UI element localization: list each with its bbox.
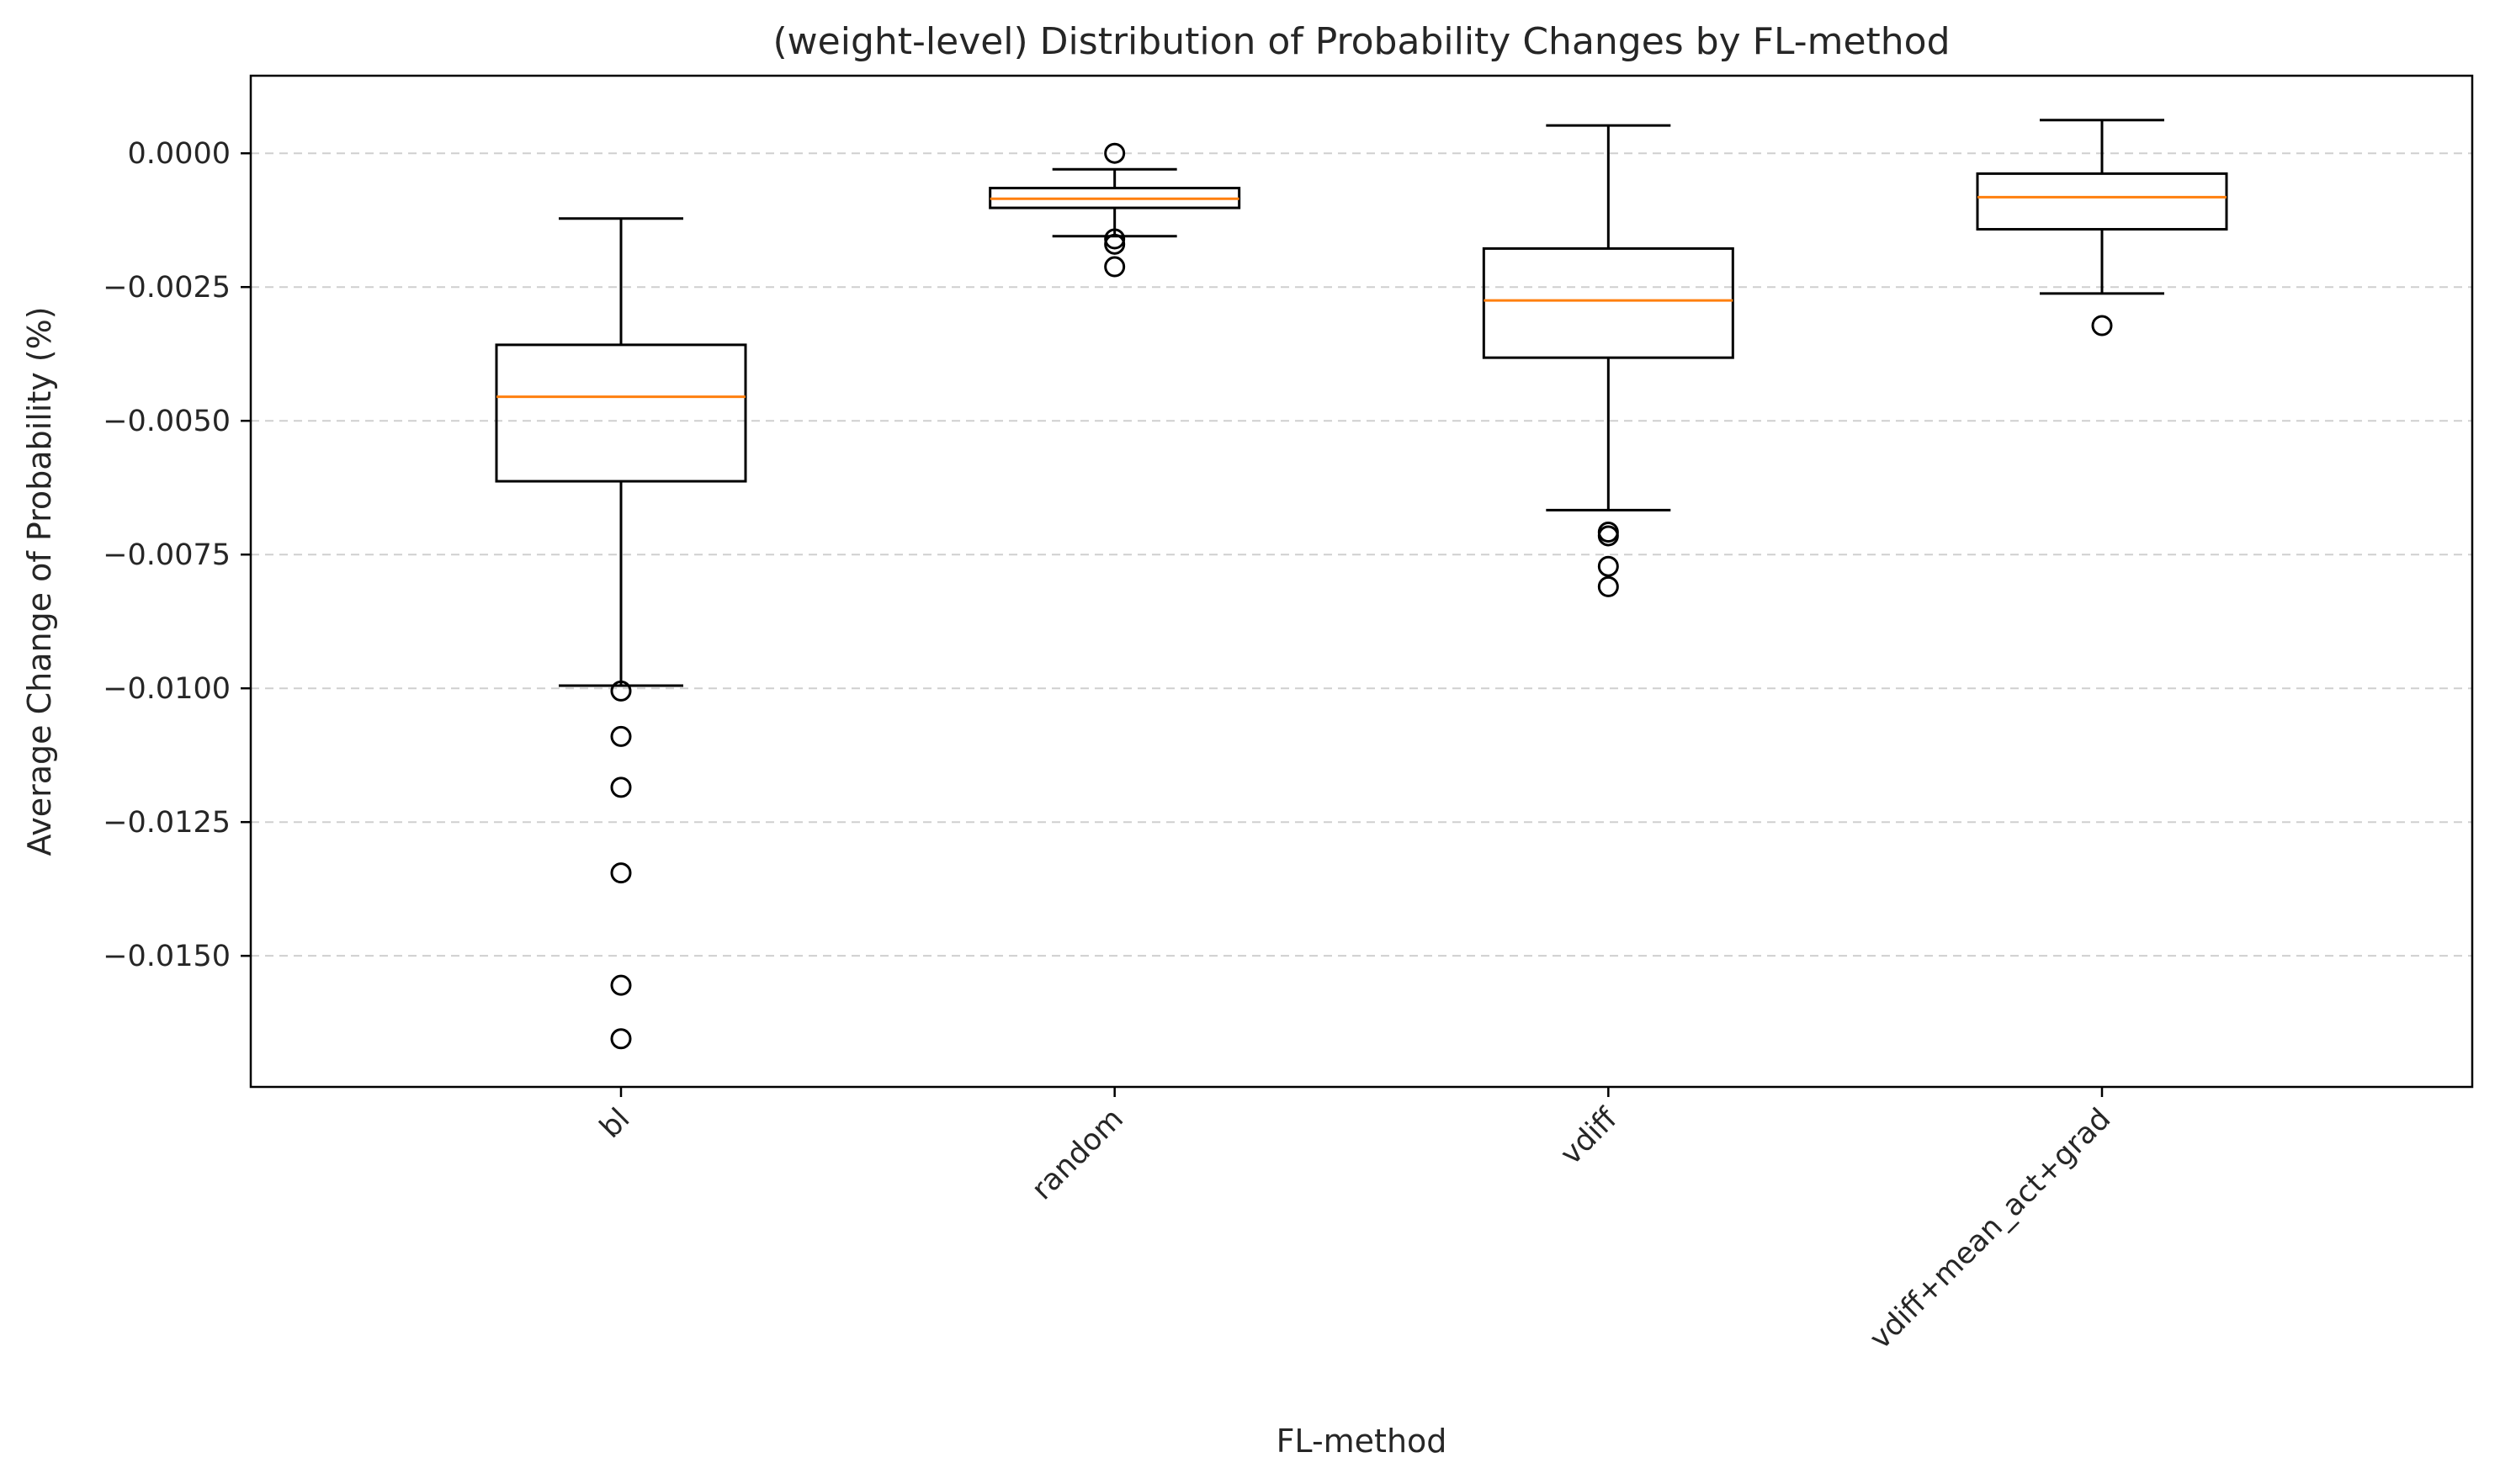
outlier-point [1104, 228, 1126, 250]
outlier-point [1104, 233, 1126, 255]
y-tick-label: −0.0075 [103, 538, 231, 572]
iqr-box [495, 343, 747, 483]
outlier-point [2091, 315, 2113, 337]
outlier-point [610, 1028, 632, 1050]
y-tick-label: 0.0000 [128, 137, 231, 171]
plot-area-frame [249, 74, 2474, 1089]
chart-title: (weight-level) Distribution of Probabili… [773, 20, 1951, 63]
y-tick-label: −0.0125 [103, 806, 231, 840]
x-tick-label: vdiff [1554, 1101, 1624, 1171]
outlier-point [610, 725, 632, 747]
outlier-point [1104, 256, 1126, 278]
outlier-point [610, 974, 632, 996]
box-group-2 [1482, 124, 1734, 597]
x-axis-ticks: bl random vdiff vdiff+mean_act+grad [593, 1087, 2117, 1356]
x-tick-label: bl [593, 1102, 636, 1145]
y-axis-label: Average Change of Probability (%) [21, 306, 58, 856]
outlier-point [610, 776, 632, 798]
box-group-0 [495, 217, 747, 1050]
y-tick-label: −0.0050 [103, 405, 231, 438]
x-axis-label: FL-method [1277, 1423, 1447, 1460]
box-group-1 [989, 142, 1241, 278]
x-tick-label: vdiff+mean_act+grad [1864, 1102, 2118, 1356]
outlier-point [1597, 525, 1619, 547]
y-tick-label: −0.0025 [103, 271, 231, 305]
outlier-point [1597, 575, 1619, 597]
iqr-box [1976, 172, 2228, 231]
box-series [495, 119, 2228, 1050]
outlier-point [610, 862, 632, 884]
outlier-point [1597, 555, 1619, 577]
y-tick-label: −0.0100 [103, 672, 231, 706]
y-tick-label: −0.0150 [103, 940, 231, 973]
x-tick-label: random [1026, 1102, 1130, 1206]
iqr-box [1482, 246, 1734, 359]
outlier-point [1104, 142, 1126, 164]
outlier-point [610, 680, 632, 702]
y-grid-lines [251, 152, 2472, 957]
box-group-3 [1976, 119, 2228, 337]
y-axis-ticks: 0.0000 −0.0025 −0.0050 −0.0075 −0.0100 −0.012… [103, 137, 251, 973]
